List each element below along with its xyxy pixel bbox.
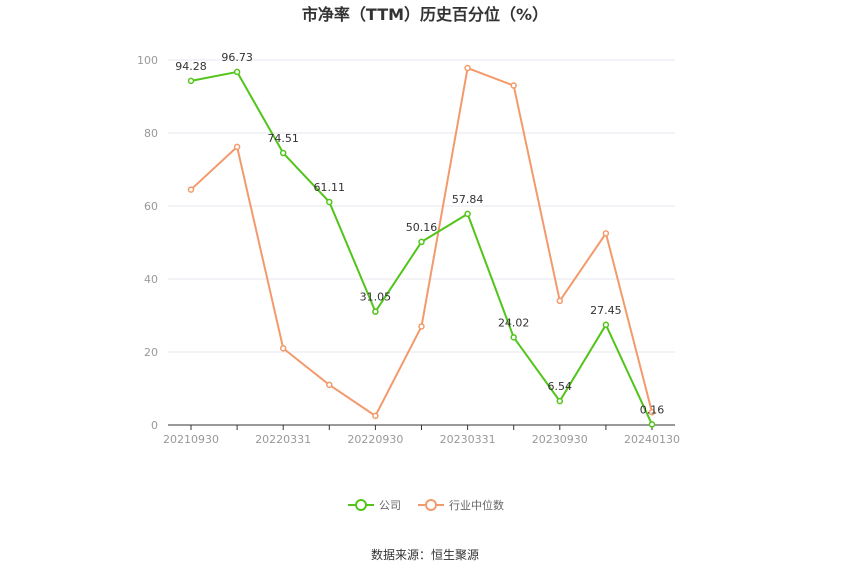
data-point: [510, 334, 517, 341]
legend[interactable]: 公司 行业中位数: [348, 498, 504, 512]
data-label: 50.16: [406, 221, 438, 234]
data-label: 57.84: [452, 193, 484, 206]
data-point: [418, 238, 425, 246]
legend-label: 公司: [379, 499, 401, 512]
data-point: [187, 77, 195, 85]
x-tick-label: 20210930: [163, 433, 219, 446]
legend-label: 行业中位数: [449, 498, 504, 512]
data-point: [279, 345, 287, 352]
data-label: 61.11: [314, 181, 346, 194]
data-point: [464, 210, 471, 218]
data-point: [279, 149, 287, 157]
data-point: [510, 82, 517, 89]
x-tick-label: 20230930: [532, 433, 588, 446]
y-tick-label: 20: [144, 346, 158, 359]
data-label: 27.45: [590, 304, 622, 317]
data-label: 6.54: [548, 380, 573, 393]
x-tick-label: 20220930: [347, 433, 403, 446]
legend-marker: [355, 499, 367, 511]
data-point: [602, 230, 610, 237]
data-point: [326, 381, 333, 389]
data-point: [187, 186, 195, 193]
x-axis: 20210930 20220331 20220930 20230331 20230930…: [163, 425, 680, 446]
data-point: [556, 297, 564, 305]
data-label: 24.02: [498, 316, 530, 329]
data-point: [648, 421, 656, 428]
series-layer: [187, 64, 656, 428]
data-point: [556, 397, 564, 405]
data-point: [418, 323, 425, 330]
data-point: [233, 143, 241, 151]
x-tick-label: 20230331: [440, 433, 496, 446]
x-tick-label: 20220331: [255, 433, 311, 446]
chart-title: 市净率（TTM）历史百分位（%）: [302, 5, 548, 24]
y-tick-label: 60: [144, 200, 158, 213]
data-label: 31.05: [360, 291, 392, 304]
legend-marker: [425, 499, 437, 511]
data-label: 94.28: [175, 60, 207, 73]
data-point: [372, 308, 379, 315]
data-point: [602, 321, 610, 329]
y-tick-label: 80: [144, 127, 158, 140]
data-point: [326, 198, 333, 206]
source-note: 数据来源：恒生聚源: [371, 547, 479, 562]
data-label: 74.51: [267, 132, 299, 145]
x-tick-label: 20240130: [624, 433, 680, 446]
data-point: [464, 64, 471, 72]
data-point: [372, 412, 379, 420]
y-tick-label: 40: [144, 273, 158, 286]
y-axis: 0 20 40 60 80 100: [137, 54, 158, 432]
data-labels: 94.28 96.73 74.51 61.11 31.05 50.16 57.84 24.02…: [175, 51, 664, 416]
data-label: 96.73: [221, 51, 253, 64]
data-point: [648, 408, 656, 416]
data-label: 0.16: [640, 403, 665, 416]
y-tick-label: 100: [137, 54, 158, 67]
data-point: [233, 68, 241, 76]
y-tick-label: 0: [151, 419, 158, 432]
